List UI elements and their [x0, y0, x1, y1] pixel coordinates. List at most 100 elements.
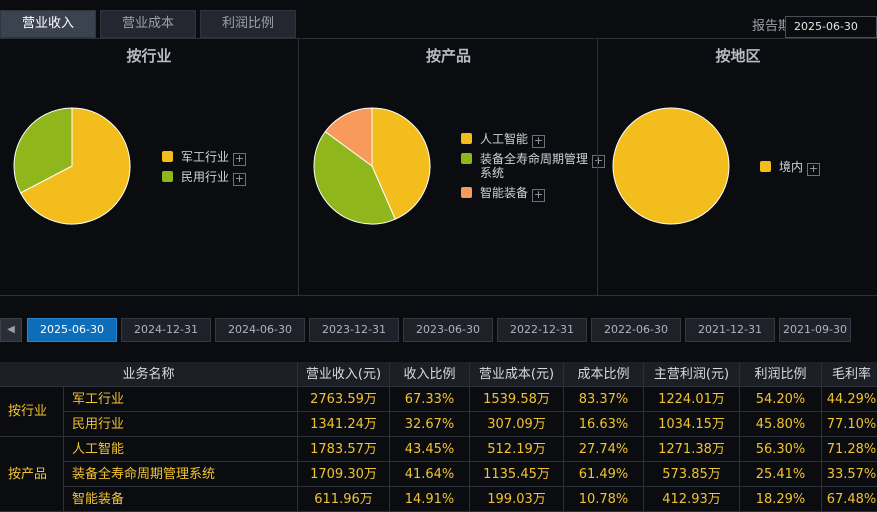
- tab-profit-ratio[interactable]: 利润比例: [200, 10, 296, 38]
- expand-plus-icon[interactable]: +: [233, 172, 247, 186]
- table-cell: 512.19万: [470, 437, 564, 462]
- legend-swatch: [461, 133, 472, 144]
- table-cell: 41.64%: [390, 462, 470, 487]
- expand-plus-icon[interactable]: +: [233, 152, 247, 166]
- report-period-label: 报告期: [751, 19, 791, 34]
- expand-plus-icon[interactable]: +: [532, 134, 546, 148]
- panel-by-industry: 按行业 军工行业 + 民用行业 +: [0, 39, 298, 295]
- expand-plus-icon[interactable]: +: [807, 162, 821, 176]
- date-tab[interactable]: 2022-06-30: [591, 318, 681, 342]
- report-period-select[interactable]: 2025-06-30: [785, 16, 877, 38]
- table-cell: 1224.01万: [644, 387, 740, 412]
- date-tab[interactable]: 2024-06-30: [215, 318, 305, 342]
- table-header-cell: 收入比例: [390, 362, 470, 387]
- legend-label: 智能装备: [480, 186, 529, 200]
- table-cell: 54.20%: [740, 387, 822, 412]
- panel-by-product: 按产品 人工智能 + 装备全寿命周期管理 + 系统 智能装备 +: [298, 39, 606, 295]
- table-cell: 199.03万: [470, 487, 564, 512]
- table-cell: 45.80%: [740, 412, 822, 437]
- table-cell: 83.37%: [564, 387, 644, 412]
- report-period: 报告期 2025-06-30: [717, 16, 877, 38]
- table-row-name: 军工行业: [64, 387, 298, 412]
- pie-slice-1[interactable]: [612, 107, 730, 225]
- pie-product: [313, 107, 431, 225]
- table-cell: 10.78%: [564, 487, 644, 512]
- legend-swatch: [461, 153, 472, 164]
- table-cell: 16.63%: [564, 412, 644, 437]
- pie-region: [612, 107, 730, 225]
- pie-slice-2[interactable]: [313, 130, 396, 225]
- expand-plus-icon[interactable]: +: [592, 154, 606, 168]
- pie-slice-3[interactable]: [324, 107, 373, 167]
- date-tab[interactable]: 2023-06-30: [403, 318, 493, 342]
- legend-swatch: [461, 187, 472, 198]
- legend-label: 装备全寿命周期管理: [480, 152, 589, 166]
- top-tab-bar: 营业收入 营业成本 利润比例: [0, 10, 877, 38]
- table-cell: 44.29%: [822, 387, 877, 412]
- legend-region: 境内 +: [760, 157, 821, 177]
- table-cell: 1783.57万: [298, 437, 390, 462]
- date-tab[interactable]: 2021-09-30: [779, 318, 851, 342]
- table-cell: 77.10%: [822, 412, 877, 437]
- table-header-cell: 利润比例: [740, 362, 822, 387]
- legend-item[interactable]: 装备全寿命周期管理 +: [461, 149, 606, 169]
- chart-panels: 按行业 军工行业 + 民用行业 + 按产品 人工智能 + 装备全寿命周期管理 + 系统 智能装备…: [0, 38, 877, 296]
- table-header-cell: 成本比例: [564, 362, 644, 387]
- legend-item[interactable]: 智能装备 +: [461, 183, 605, 203]
- legend-item-continued: 系统: [480, 166, 505, 180]
- table-row-name: 民用行业: [64, 412, 298, 437]
- table-cell: 412.93万: [644, 487, 740, 512]
- pie-slice-1[interactable]: [371, 107, 431, 220]
- panel-title-product: 按产品: [425, 47, 471, 65]
- table-cell: 67.48%: [822, 487, 877, 512]
- table-cell: 71.28%: [822, 437, 877, 462]
- table-cell: 27.74%: [564, 437, 644, 462]
- legend-label: 人工智能: [480, 132, 529, 146]
- legend-swatch: [162, 151, 173, 162]
- tab-cost[interactable]: 营业成本: [100, 10, 196, 38]
- date-tab[interactable]: 2025-06-30: [27, 318, 117, 342]
- date-tab[interactable]: 2024-12-31: [121, 318, 211, 342]
- table-cell: 2763.59万: [298, 387, 390, 412]
- date-tab[interactable]: 2021-12-31: [685, 318, 775, 342]
- table-row-name: 智能装备: [64, 487, 298, 512]
- table-cell: 611.96万: [298, 487, 390, 512]
- table-header-cell: 业务名称: [0, 362, 298, 387]
- legend-item[interactable]: 军工行业 +: [162, 147, 247, 167]
- legend-label: 境内: [779, 160, 804, 174]
- legend-item[interactable]: 人工智能 +: [461, 129, 605, 149]
- expand-plus-icon[interactable]: +: [532, 188, 546, 202]
- table-cell: 1709.30万: [298, 462, 390, 487]
- date-tab[interactable]: 2022-12-31: [497, 318, 587, 342]
- table-group-label: 按产品: [0, 437, 64, 512]
- tab-revenue[interactable]: 营业收入: [0, 10, 96, 38]
- table-cell: 1135.45万: [470, 462, 564, 487]
- legend-swatch: [162, 171, 173, 182]
- legend-label: 军工行业: [181, 150, 230, 164]
- table-group-label: 按行业: [0, 387, 64, 437]
- table-cell: 25.41%: [740, 462, 822, 487]
- table-row-name: 装备全寿命周期管理系统: [64, 462, 298, 487]
- date-tab[interactable]: 2023-12-31: [309, 318, 399, 342]
- table-header-cell: 主营利润(元): [644, 362, 740, 387]
- legend-item[interactable]: 境内 +: [760, 157, 821, 177]
- table-cell: 573.85万: [644, 462, 740, 487]
- table-cell: 1271.38万: [644, 437, 740, 462]
- table-cell: 18.29%: [740, 487, 822, 512]
- prev-arrow-icon[interactable]: ◀: [0, 318, 22, 342]
- table-cell: 1341.24万: [298, 412, 390, 437]
- table-cell: 61.49%: [564, 462, 644, 487]
- pie-slice-2[interactable]: [13, 107, 73, 194]
- table-cell: 307.09万: [470, 412, 564, 437]
- table-cell: 33.57%: [822, 462, 877, 487]
- table-cell: 14.91%: [390, 487, 470, 512]
- pie-industry: [13, 107, 131, 225]
- panel-by-region: 按地区 境内 +: [597, 39, 877, 295]
- pie-slice-1[interactable]: [19, 107, 131, 225]
- table-cell: 43.45%: [390, 437, 470, 462]
- legend-industry: 军工行业 + 民用行业 +: [162, 147, 247, 187]
- table-row-name: 人工智能: [64, 437, 298, 462]
- table-header-cell: 营业收入(元): [298, 362, 390, 387]
- date-tab-row: ◀ 2025-06-30 2024-12-31 2024-06-30 2023-12-…: [0, 318, 877, 342]
- legend-item[interactable]: 民用行业 +: [162, 167, 247, 187]
